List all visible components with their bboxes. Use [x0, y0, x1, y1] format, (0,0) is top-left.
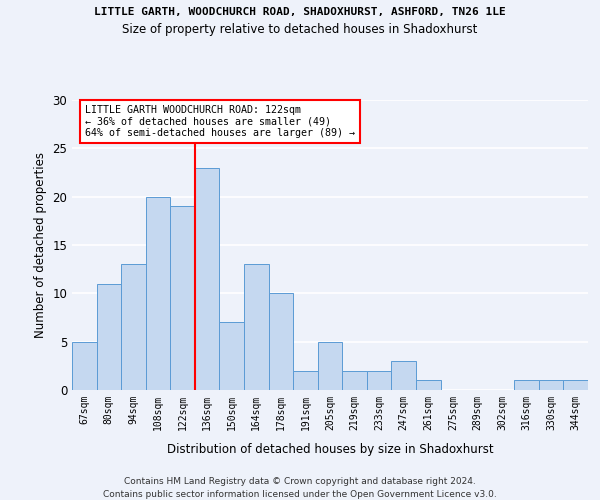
Bar: [97, 284, 121, 390]
Text: Contains public sector information licensed under the Open Government Licence v3: Contains public sector information licen…: [103, 490, 497, 499]
Bar: [220, 322, 244, 390]
Y-axis label: Number of detached properties: Number of detached properties: [34, 152, 47, 338]
Bar: [146, 196, 170, 390]
Bar: [539, 380, 563, 390]
Bar: [342, 370, 367, 390]
Bar: [269, 294, 293, 390]
Text: LITTLE GARTH, WOODCHURCH ROAD, SHADOXHURST, ASHFORD, TN26 1LE: LITTLE GARTH, WOODCHURCH ROAD, SHADOXHUR…: [94, 8, 506, 18]
Bar: [367, 370, 391, 390]
Bar: [293, 370, 318, 390]
Bar: [514, 380, 539, 390]
Bar: [391, 361, 416, 390]
Bar: [170, 206, 195, 390]
Bar: [244, 264, 269, 390]
Text: Contains HM Land Registry data © Crown copyright and database right 2024.: Contains HM Land Registry data © Crown c…: [124, 478, 476, 486]
Text: LITTLE GARTH WOODCHURCH ROAD: 122sqm
← 36% of detached houses are smaller (49)
6: LITTLE GARTH WOODCHURCH ROAD: 122sqm ← 3…: [85, 105, 355, 138]
Bar: [563, 380, 588, 390]
Bar: [72, 342, 97, 390]
Bar: [416, 380, 440, 390]
Bar: [121, 264, 146, 390]
Text: Distribution of detached houses by size in Shadoxhurst: Distribution of detached houses by size …: [167, 442, 493, 456]
Bar: [318, 342, 342, 390]
Text: Size of property relative to detached houses in Shadoxhurst: Size of property relative to detached ho…: [122, 22, 478, 36]
Bar: [195, 168, 220, 390]
